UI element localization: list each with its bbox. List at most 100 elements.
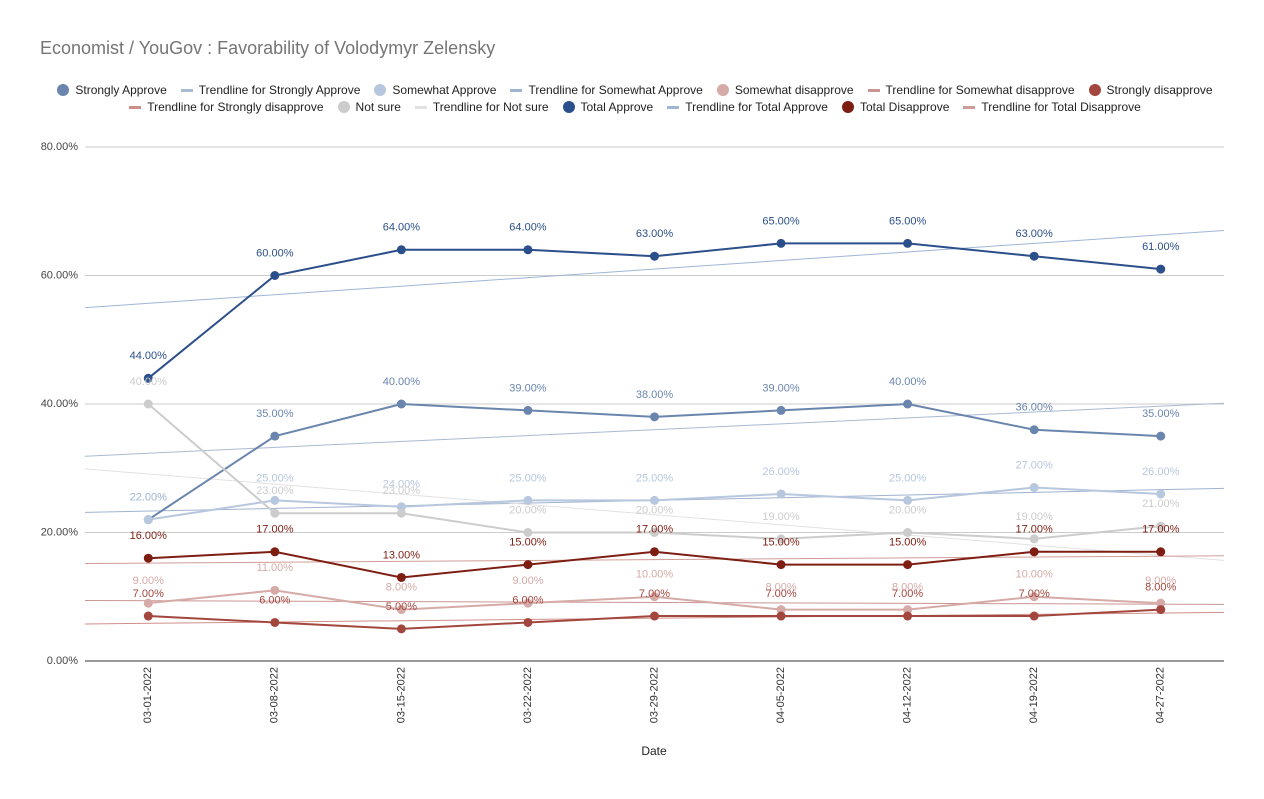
- data-point: [1029, 611, 1039, 621]
- data-point: [650, 412, 659, 422]
- legend-item: Trendline for Not sure: [414, 100, 549, 114]
- data-label: 40.00%: [889, 376, 927, 388]
- legend-item: Total Approve: [562, 100, 653, 114]
- legend-marker: [841, 101, 854, 113]
- data-point: [1029, 251, 1039, 261]
- data-point: [776, 611, 786, 621]
- legend-label: Trendline for Somewhat Approve: [528, 83, 703, 97]
- legend-item: Trendline for Somewhat disapprove: [867, 83, 1075, 97]
- x-tick-label: 03-08-2022: [269, 667, 281, 723]
- data-point: [523, 245, 533, 255]
- trendline: [84, 555, 1225, 564]
- data-label: 7.00%: [1019, 588, 1050, 600]
- data-label: 19.00%: [762, 511, 800, 523]
- data-point: [523, 528, 533, 537]
- data-label: 21.00%: [1142, 498, 1180, 510]
- data-label: 60.00%: [256, 247, 294, 259]
- data-point: [270, 617, 280, 627]
- data-label: 20.00%: [889, 504, 927, 516]
- trendline: [84, 230, 1225, 309]
- legend-marker: [374, 84, 387, 96]
- legend-marker: [562, 101, 575, 113]
- data-point: [270, 585, 280, 595]
- data-point: [650, 251, 659, 261]
- data-label: 35.00%: [256, 408, 294, 420]
- data-label: 17.00%: [1016, 524, 1054, 536]
- data-label: 24.00%: [383, 479, 421, 491]
- data-point: [143, 399, 153, 409]
- data-labels: 22.00% 35.00% 40.00% 39.00% 38.00% 39.00% 40.0…: [130, 215, 1180, 613]
- legend-item: Strongly disapprove: [1088, 83, 1213, 97]
- y-tick-label: 0.00%: [47, 655, 78, 667]
- legend-item: Somewhat disapprove: [716, 83, 854, 97]
- data-label: 39.00%: [509, 382, 547, 394]
- data-point: [1029, 534, 1039, 544]
- data-label: 5.00%: [386, 601, 417, 613]
- data-point: [396, 399, 406, 409]
- data-label: 38.00%: [636, 389, 674, 401]
- data-point: [270, 271, 280, 280]
- data-label: 65.00%: [762, 215, 800, 227]
- data-point: [523, 495, 533, 505]
- data-label: 39.00%: [762, 382, 800, 394]
- data-point: [523, 405, 533, 415]
- data-point: [650, 547, 659, 557]
- data-label: 44.00%: [130, 350, 168, 362]
- data-label: 17.00%: [256, 524, 294, 536]
- x-tick-label: 04-19-2022: [1028, 667, 1040, 723]
- series-line: [147, 242, 1161, 380]
- legend-marker: [1088, 84, 1101, 96]
- data-point: [903, 611, 913, 621]
- data-label: 7.00%: [892, 588, 923, 600]
- legend-marker: [57, 84, 70, 96]
- data-point: [776, 560, 786, 570]
- data-point: [396, 245, 406, 255]
- legend-label: Trendline for Total Disapprove: [981, 100, 1141, 114]
- data-label: 17.00%: [1142, 524, 1180, 536]
- data-point: [1156, 431, 1166, 441]
- data-label: 7.00%: [133, 588, 164, 600]
- data-label: 17.00%: [636, 524, 674, 536]
- data-label: 10.00%: [1016, 569, 1054, 581]
- legend-item: Trendline for Strongly Approve: [180, 83, 360, 97]
- data-point: [143, 611, 153, 621]
- data-label: 7.00%: [639, 588, 670, 600]
- data-label: 8.00%: [1145, 582, 1176, 594]
- data-point: [523, 617, 533, 627]
- data-point: [396, 605, 406, 615]
- data-label: 9.00%: [1145, 575, 1176, 587]
- data-label: 10.00%: [636, 569, 674, 581]
- data-label: 40.00%: [383, 376, 421, 388]
- x-tick-label: 04-27-2022: [1155, 667, 1167, 723]
- data-point: [143, 598, 153, 608]
- trendline: [84, 402, 1225, 457]
- y-tick-label: 60.00%: [41, 269, 79, 281]
- data-label: 8.00%: [765, 582, 796, 594]
- data-point: [1029, 483, 1039, 493]
- data-label: 22.00%: [130, 492, 168, 504]
- data-point: [903, 560, 913, 570]
- data-label: 63.00%: [636, 228, 674, 240]
- legend-item: Not sure: [337, 100, 401, 114]
- legend-label: Trendline for Somewhat disapprove: [885, 83, 1075, 97]
- data-label: 26.00%: [762, 466, 800, 478]
- data-label: 6.00%: [512, 594, 543, 606]
- legend-label: Total Disapprove: [859, 100, 950, 114]
- x-tick-label: 04-12-2022: [902, 667, 914, 723]
- data-label: 9.00%: [512, 575, 543, 587]
- data-label: 35.00%: [1142, 408, 1180, 420]
- legend-item: Trendline for Somewhat Approve: [510, 83, 703, 97]
- data-point: [1156, 605, 1166, 615]
- data-label: 27.00%: [1016, 459, 1054, 471]
- data-label: 23.00%: [383, 485, 421, 497]
- legend-marker: [337, 101, 350, 113]
- data-point: [776, 534, 786, 544]
- lines: [143, 238, 1166, 634]
- data-label: 40.00%: [130, 376, 168, 388]
- legend-label: Strongly disapprove: [1106, 83, 1213, 97]
- legend-marker: [867, 88, 880, 92]
- data-point: [396, 624, 406, 634]
- data-label: 23.00%: [256, 485, 294, 497]
- data-point: [903, 605, 913, 615]
